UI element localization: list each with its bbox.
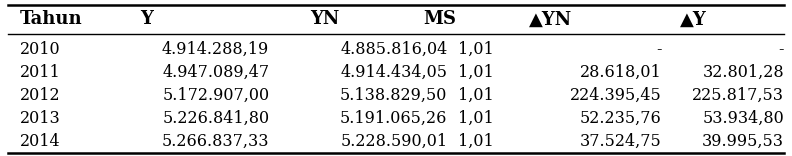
Text: 1,01: 1,01 (458, 87, 493, 104)
Text: 39.995,53: 39.995,53 (702, 133, 784, 150)
Text: 5.172.907,00: 5.172.907,00 (162, 87, 269, 104)
Text: 4.885.816,04: 4.885.816,04 (341, 41, 447, 58)
Text: 1,01: 1,01 (458, 110, 493, 127)
Text: 225.817,53: 225.817,53 (692, 87, 784, 104)
Text: 1,01: 1,01 (458, 64, 493, 81)
Text: 1,01: 1,01 (458, 41, 493, 58)
Text: 2013: 2013 (20, 110, 60, 127)
Text: 5.226.841,80: 5.226.841,80 (162, 110, 269, 127)
Text: 53.934,80: 53.934,80 (703, 110, 784, 127)
Text: 1,01: 1,01 (458, 133, 493, 150)
Text: ▲YN: ▲YN (529, 10, 572, 29)
Text: 4.914.434,05: 4.914.434,05 (341, 64, 447, 81)
Text: 2012: 2012 (20, 87, 60, 104)
Text: -: - (656, 41, 661, 58)
Text: 2014: 2014 (20, 133, 60, 150)
Text: Y: Y (140, 10, 153, 29)
Text: MS: MS (423, 10, 456, 29)
Text: YN: YN (310, 10, 340, 29)
Text: 28.618,01: 28.618,01 (580, 64, 661, 81)
Text: 5.138.829,50: 5.138.829,50 (340, 87, 447, 104)
Text: 52.235,76: 52.235,76 (580, 110, 661, 127)
Text: 4.947.089,47: 4.947.089,47 (162, 64, 269, 81)
Text: 4.914.288,19: 4.914.288,19 (162, 41, 269, 58)
Text: 224.395,45: 224.395,45 (569, 87, 661, 104)
Text: ▲Y: ▲Y (680, 10, 706, 29)
Text: 2011: 2011 (20, 64, 60, 81)
Text: 5.228.590,01: 5.228.590,01 (341, 133, 447, 150)
Text: Tahun: Tahun (20, 10, 82, 29)
Text: 5.266.837,33: 5.266.837,33 (162, 133, 269, 150)
Text: 32.801,28: 32.801,28 (703, 64, 784, 81)
Text: 5.191.065,26: 5.191.065,26 (340, 110, 447, 127)
Text: -: - (779, 41, 784, 58)
Text: 2010: 2010 (20, 41, 60, 58)
Text: 37.524,75: 37.524,75 (580, 133, 661, 150)
